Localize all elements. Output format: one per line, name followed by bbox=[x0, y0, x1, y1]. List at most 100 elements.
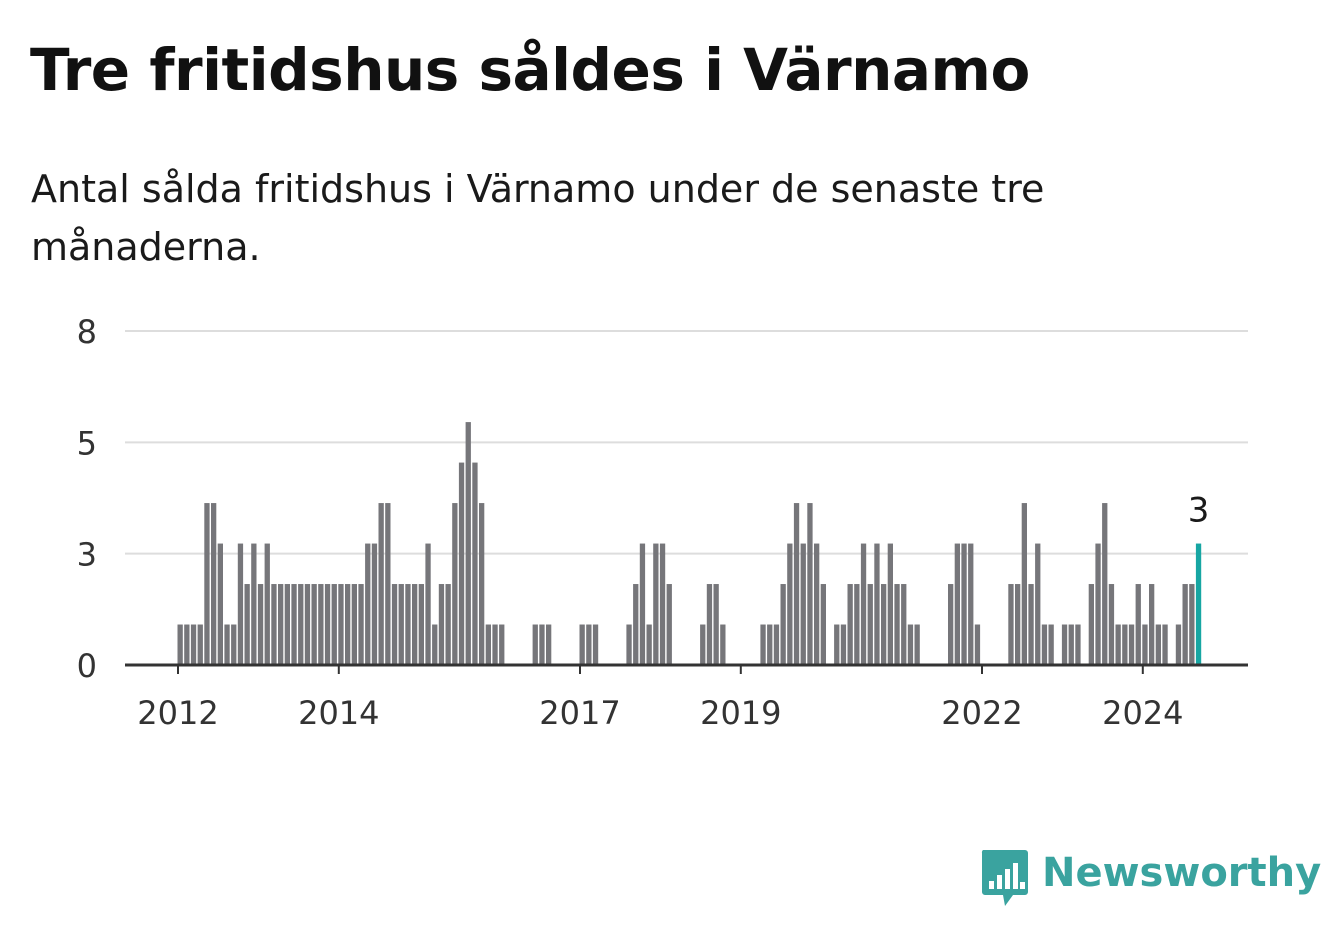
bar bbox=[720, 624, 726, 665]
bar bbox=[579, 624, 585, 665]
bar bbox=[653, 543, 659, 665]
bar bbox=[780, 584, 786, 665]
x-tick-label: 2024 bbox=[1102, 694, 1183, 732]
bar bbox=[1182, 584, 1188, 665]
bar bbox=[177, 624, 183, 665]
bar bbox=[1189, 584, 1195, 665]
bar bbox=[479, 503, 485, 665]
bar bbox=[445, 584, 451, 665]
bar bbox=[907, 624, 914, 665]
bar bbox=[787, 543, 793, 665]
bar bbox=[465, 422, 471, 665]
bar bbox=[713, 584, 719, 665]
bar bbox=[458, 462, 465, 665]
bar bbox=[666, 584, 672, 665]
bar bbox=[773, 624, 780, 665]
bar bbox=[1048, 624, 1054, 665]
bar bbox=[1008, 584, 1014, 665]
bar-highlight bbox=[1195, 543, 1202, 665]
bar bbox=[887, 543, 893, 665]
x-tick-label: 2022 bbox=[941, 694, 1022, 732]
bar bbox=[974, 624, 981, 665]
y-axis-ticks: 0 3 5 8 bbox=[77, 313, 97, 685]
data-label-latest: 3 bbox=[1188, 491, 1210, 531]
bar bbox=[345, 584, 351, 665]
bar bbox=[633, 584, 639, 665]
bar bbox=[1088, 584, 1094, 665]
chart-title: Tre fritidshus såldes i Värnamo bbox=[30, 36, 1030, 104]
bar bbox=[338, 584, 344, 665]
bar bbox=[298, 584, 304, 665]
bar bbox=[244, 584, 250, 665]
bar bbox=[324, 584, 331, 665]
bar bbox=[592, 624, 599, 665]
bar bbox=[961, 543, 967, 665]
bar bbox=[834, 624, 840, 665]
bar bbox=[706, 584, 713, 665]
bar bbox=[639, 543, 646, 665]
bar bbox=[418, 584, 424, 665]
bar bbox=[901, 584, 907, 665]
bar bbox=[237, 543, 244, 665]
bar bbox=[231, 624, 237, 665]
bar bbox=[485, 624, 491, 665]
bar bbox=[438, 584, 445, 665]
bar bbox=[881, 584, 887, 665]
bar bbox=[211, 503, 217, 665]
bar bbox=[847, 584, 853, 665]
bar-chart: 0 3 5 8 2012 2014 2017 2019 2022 2024 3 bbox=[77, 313, 1248, 732]
bar bbox=[968, 543, 974, 665]
bar bbox=[1021, 503, 1027, 665]
bar bbox=[499, 624, 505, 665]
bar bbox=[452, 503, 458, 665]
bar bbox=[914, 624, 920, 665]
y-tick-label: 8 bbox=[77, 313, 97, 351]
bar bbox=[874, 543, 880, 665]
bar bbox=[472, 462, 478, 665]
bar bbox=[626, 624, 632, 665]
bar bbox=[1155, 624, 1161, 665]
bar bbox=[807, 503, 813, 665]
bar bbox=[1095, 543, 1101, 665]
bar bbox=[854, 584, 860, 665]
bar bbox=[1075, 624, 1081, 665]
bar bbox=[1122, 624, 1128, 665]
x-tick-label: 2012 bbox=[137, 694, 218, 732]
bar bbox=[954, 543, 960, 665]
bar bbox=[197, 624, 203, 665]
bar bbox=[1035, 543, 1041, 665]
bar bbox=[271, 584, 277, 665]
bar bbox=[867, 584, 873, 665]
x-axis-ticks: 2012 2014 2017 2019 2022 2024 bbox=[137, 665, 1184, 732]
x-tick-label: 2017 bbox=[539, 694, 620, 732]
bar bbox=[264, 543, 270, 665]
bar bbox=[1108, 584, 1115, 665]
bar bbox=[184, 624, 190, 665]
bar bbox=[398, 584, 404, 665]
bar bbox=[251, 543, 257, 665]
x-tick-label: 2019 bbox=[700, 694, 781, 732]
bar bbox=[840, 624, 847, 665]
bar bbox=[1028, 584, 1034, 665]
bar bbox=[1115, 624, 1121, 665]
bar bbox=[767, 624, 773, 665]
bar bbox=[1142, 624, 1148, 665]
bar bbox=[814, 543, 820, 665]
bar bbox=[820, 584, 826, 665]
bar bbox=[1149, 584, 1155, 665]
bar bbox=[659, 543, 666, 665]
bar bbox=[894, 584, 900, 665]
bar bbox=[257, 584, 264, 665]
bars bbox=[177, 422, 1202, 665]
bar bbox=[204, 503, 210, 665]
bar bbox=[284, 584, 290, 665]
data-labels: 3 bbox=[1188, 491, 1210, 531]
bar bbox=[700, 624, 706, 665]
bar bbox=[351, 584, 357, 665]
chart-subtitle: Antal sålda fritidshus i Värnamo under d… bbox=[31, 167, 1045, 269]
bar bbox=[646, 624, 652, 665]
bar bbox=[371, 543, 378, 665]
bar bbox=[1102, 503, 1108, 665]
brand-logo: Newsworthy bbox=[980, 848, 1321, 910]
bar bbox=[190, 624, 197, 665]
